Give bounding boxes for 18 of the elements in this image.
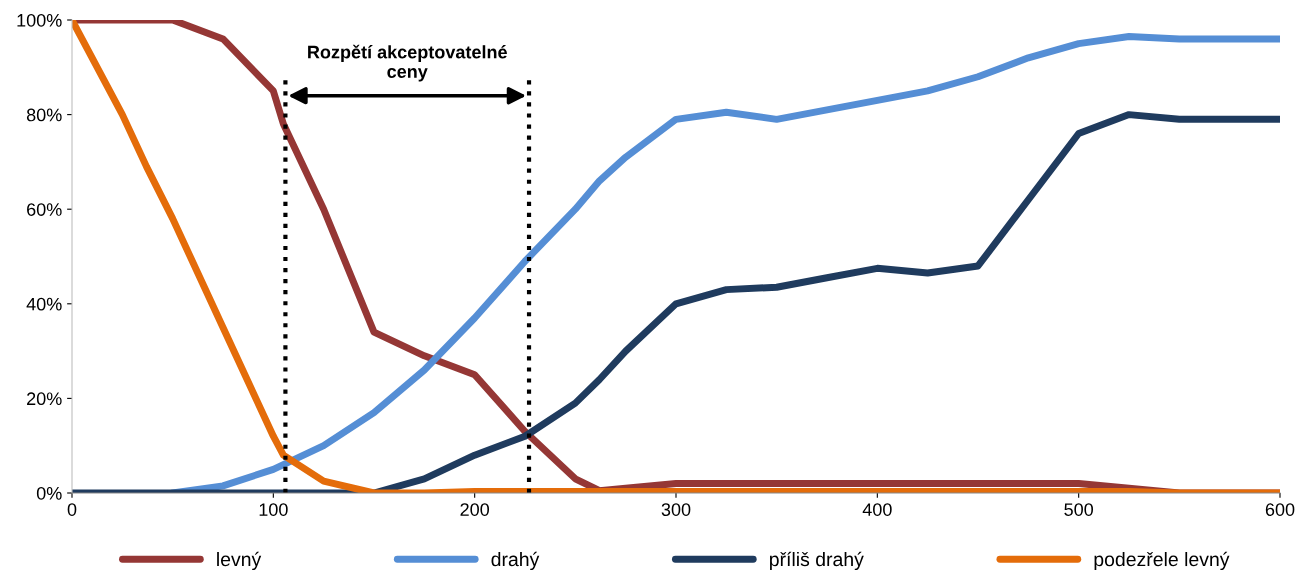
x-tick-label: 400 — [862, 503, 892, 516]
legend-label: levný — [217, 551, 262, 571]
y-tick-label: 0% — [36, 486, 62, 500]
x-tick-label: 600 — [1265, 503, 1295, 516]
x-tick-label: 300 — [661, 503, 691, 516]
x-tick-label: 0 — [67, 503, 77, 516]
x-tick-label: 500 — [1064, 503, 1094, 516]
x-tick-label: 100 — [259, 503, 288, 516]
x-tick-label: 200 — [460, 503, 490, 516]
y-tick-label: 40% — [26, 297, 62, 311]
annotation: Rozpětí akceptovatelné ceny — [308, 44, 507, 82]
y-tick-label: 80% — [26, 108, 62, 122]
y-tick-label: 100% — [17, 13, 62, 27]
legend-label: drahý — [491, 551, 540, 571]
legend-label: podezřele levný — [1094, 551, 1230, 571]
y-tick-label: 20% — [27, 392, 62, 406]
y-tick-label: 60% — [27, 203, 62, 216]
legend-label: příliš drahý — [770, 551, 864, 571]
